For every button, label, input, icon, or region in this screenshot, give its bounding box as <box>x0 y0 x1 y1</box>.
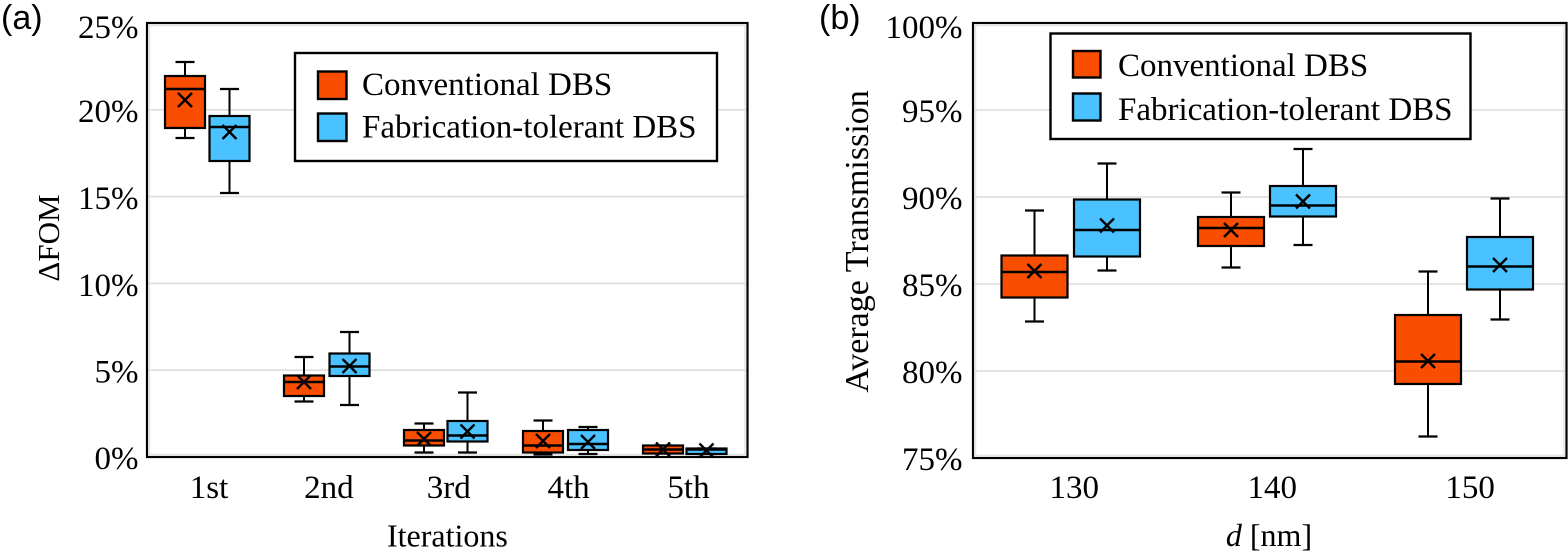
svg-text:1st: 1st <box>190 470 229 506</box>
svg-text:150: 150 <box>1445 470 1495 506</box>
svg-text:80%: 80% <box>902 355 963 391</box>
svg-text:2nd: 2nd <box>304 470 354 506</box>
svg-text:(b): (b) <box>819 0 861 37</box>
svg-text:140: 140 <box>1248 470 1298 506</box>
svg-text:Fabrication-tolerant DBS: Fabrication-tolerant DBS <box>1118 92 1453 128</box>
svg-text:Conventional DBS: Conventional DBS <box>362 67 612 103</box>
svg-text:5th: 5th <box>667 470 710 506</box>
svg-text:85%: 85% <box>902 268 963 304</box>
svg-text:20%: 20% <box>78 94 139 130</box>
svg-text:10%: 10% <box>78 268 139 304</box>
svg-text:25%: 25% <box>78 10 139 46</box>
svg-text:(a): (a) <box>1 0 43 37</box>
svg-text:Conventional DBS: Conventional DBS <box>1118 48 1368 84</box>
svg-text:15%: 15% <box>78 181 139 217</box>
svg-text:3rd: 3rd <box>427 470 471 506</box>
svg-text:Average Transmission: Average Transmission <box>839 90 876 393</box>
svg-text:5%: 5% <box>95 355 139 391</box>
svg-text:4th: 4th <box>548 470 591 506</box>
svg-text:90%: 90% <box>902 181 963 217</box>
svg-text:Fabrication-tolerant DBS: Fabrication-tolerant DBS <box>362 110 697 146</box>
svg-text:ΔFOM: ΔFOM <box>31 194 66 281</box>
svg-text:d [nm]: d [nm] <box>1226 517 1312 553</box>
svg-text:95%: 95% <box>902 94 963 130</box>
svg-text:75%: 75% <box>902 442 963 478</box>
svg-text:100%: 100% <box>886 10 963 46</box>
svg-text:Iterations: Iterations <box>387 518 508 553</box>
svg-text:0%: 0% <box>95 441 139 477</box>
svg-text:130: 130 <box>1050 470 1100 506</box>
